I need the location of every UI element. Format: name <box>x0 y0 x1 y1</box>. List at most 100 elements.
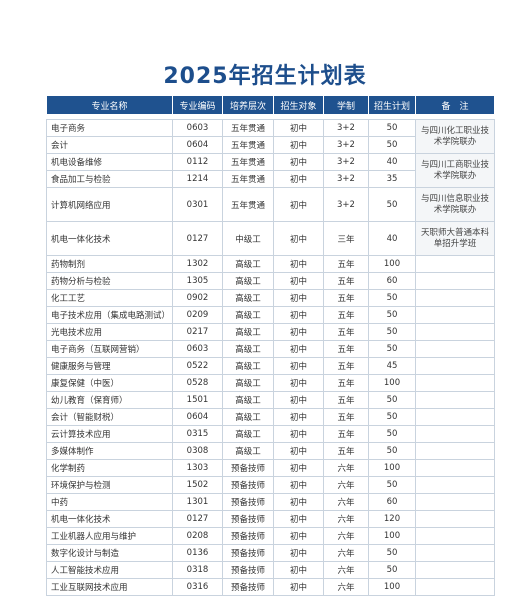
cell: 0127 <box>172 221 223 256</box>
table-row: 云计算技术应用 0315 高级工 初中 五年 50 <box>46 425 495 443</box>
table-row: 工业互联网技术应用 0316 预备技师 初中 六年 100 <box>46 578 495 596</box>
note-empty <box>415 306 495 324</box>
cell: 预备技师 <box>222 476 274 494</box>
cell: 三年 <box>323 221 369 256</box>
table-row: 机电一体化技术 0127 预备技师 初中 六年 120 <box>46 510 495 528</box>
cell: 五年贯通 <box>222 153 274 171</box>
cell: 3+2 <box>323 119 369 137</box>
title: 2025年招生计划表 <box>163 64 367 89</box>
cell: 六年 <box>323 476 369 494</box>
major-name: 光电技术应用 <box>46 323 173 341</box>
cell: 五年 <box>323 306 369 324</box>
cell: 0318 <box>172 561 223 579</box>
table-row: 计算机网络应用 0301 五年贯通 初中 3+2 50 与四川信息职业技术学院联办 <box>46 187 495 222</box>
cell: 0603 <box>172 340 223 358</box>
table-row: 工业机器人应用与维护 0208 预备技师 初中 六年 100 <box>46 527 495 545</box>
header-cell: 招生对象 <box>273 95 324 115</box>
major-name: 康复保健（中医） <box>46 374 173 392</box>
note-empty <box>415 493 495 511</box>
note-empty <box>415 578 495 596</box>
cell: 120 <box>368 510 416 528</box>
table-row: 会计（智能财税） 0604 高级工 初中 五年 50 <box>46 408 495 426</box>
cell: 高级工 <box>222 408 274 426</box>
cell: 高级工 <box>222 340 274 358</box>
cell: 高级工 <box>222 374 274 392</box>
cell: 50 <box>368 442 416 460</box>
cell: 0112 <box>172 153 223 171</box>
note-empty <box>415 357 495 375</box>
table-row: 幼儿教育（保育师） 1501 高级工 初中 五年 50 <box>46 391 495 409</box>
major-name: 会计 <box>46 136 173 154</box>
note-empty <box>415 255 495 273</box>
major-name: 电子商务 <box>46 119 173 137</box>
table-row: 药物制剂 1302 高级工 初中 五年 100 <box>46 255 495 273</box>
cell: 预备技师 <box>222 578 274 596</box>
note-empty <box>415 442 495 460</box>
note-empty <box>415 289 495 307</box>
major-name: 工业互联网技术应用 <box>46 578 173 596</box>
cell: 50 <box>368 476 416 494</box>
cell: 初中 <box>273 306 324 324</box>
cell: 五年贯通 <box>222 170 274 188</box>
note-empty <box>415 527 495 545</box>
cell: 中级工 <box>222 221 274 256</box>
cell: 五年贯通 <box>222 136 274 154</box>
major-name: 药物分析与检验 <box>46 272 173 290</box>
major-name: 化学制药 <box>46 459 173 477</box>
cell: 五年 <box>323 289 369 307</box>
note-empty <box>415 476 495 494</box>
cell: 0522 <box>172 357 223 375</box>
major-name: 多媒体制作 <box>46 442 173 460</box>
cell: 初中 <box>273 391 324 409</box>
cell: 0208 <box>172 527 223 545</box>
table-row: 健康服务与管理 0522 高级工 初中 五年 45 <box>46 357 495 375</box>
cell: 1301 <box>172 493 223 511</box>
cell: 高级工 <box>222 425 274 443</box>
cell: 60 <box>368 493 416 511</box>
major-name: 机电一体化技术 <box>46 221 173 256</box>
cell: 预备技师 <box>222 544 274 562</box>
cell: 六年 <box>323 493 369 511</box>
table-row: 电子技术应用（集成电路测试） 0209 高级工 初中 五年 50 <box>46 306 495 324</box>
cell: 50 <box>368 340 416 358</box>
table-row: 多媒体制作 0308 高级工 初中 五年 50 <box>46 442 495 460</box>
cell: 50 <box>368 408 416 426</box>
header-cell: 专业编码 <box>172 95 223 115</box>
cell: 初中 <box>273 323 324 341</box>
cell: 预备技师 <box>222 527 274 545</box>
cell: 0604 <box>172 408 223 426</box>
cell: 初中 <box>273 527 324 545</box>
cell: 50 <box>368 187 416 222</box>
cell: 0308 <box>172 442 223 460</box>
major-name: 机电设备维修 <box>46 153 173 171</box>
cell: 50 <box>368 391 416 409</box>
cell: 初中 <box>273 119 324 137</box>
cell: 高级工 <box>222 442 274 460</box>
note-empty <box>415 561 495 579</box>
cell: 高级工 <box>222 306 274 324</box>
cell: 预备技师 <box>222 493 274 511</box>
cell: 0528 <box>172 374 223 392</box>
cell: 40 <box>368 221 416 256</box>
cell: 初中 <box>273 272 324 290</box>
table-row: 人工智能技术应用 0318 预备技师 初中 六年 50 <box>46 561 495 579</box>
cell: 初中 <box>273 289 324 307</box>
cell: 六年 <box>323 459 369 477</box>
plan-table: 专业名称 专业编码 培养层次 招生对象 学制 招生计划备 注 电子商务 0603 五年贯通 初中… <box>46 95 495 596</box>
note: 与四川工商职业技术学院联办 <box>415 153 495 188</box>
table-row: 化工工艺 0902 高级工 初中 五年 50 <box>46 289 495 307</box>
cell: 60 <box>368 272 416 290</box>
cell: 高级工 <box>222 255 274 273</box>
table-row: 食品加工与检验 1214 五年贯通 初中 3+2 35 <box>46 170 495 188</box>
cell: 初中 <box>273 476 324 494</box>
cell: 3+2 <box>323 136 369 154</box>
cell: 初中 <box>273 255 324 273</box>
cell: 预备技师 <box>222 510 274 528</box>
cell: 初中 <box>273 544 324 562</box>
cell: 50 <box>368 119 416 137</box>
cell: 0127 <box>172 510 223 528</box>
cell: 50 <box>368 289 416 307</box>
cell: 0316 <box>172 578 223 596</box>
cell: 初中 <box>273 493 324 511</box>
